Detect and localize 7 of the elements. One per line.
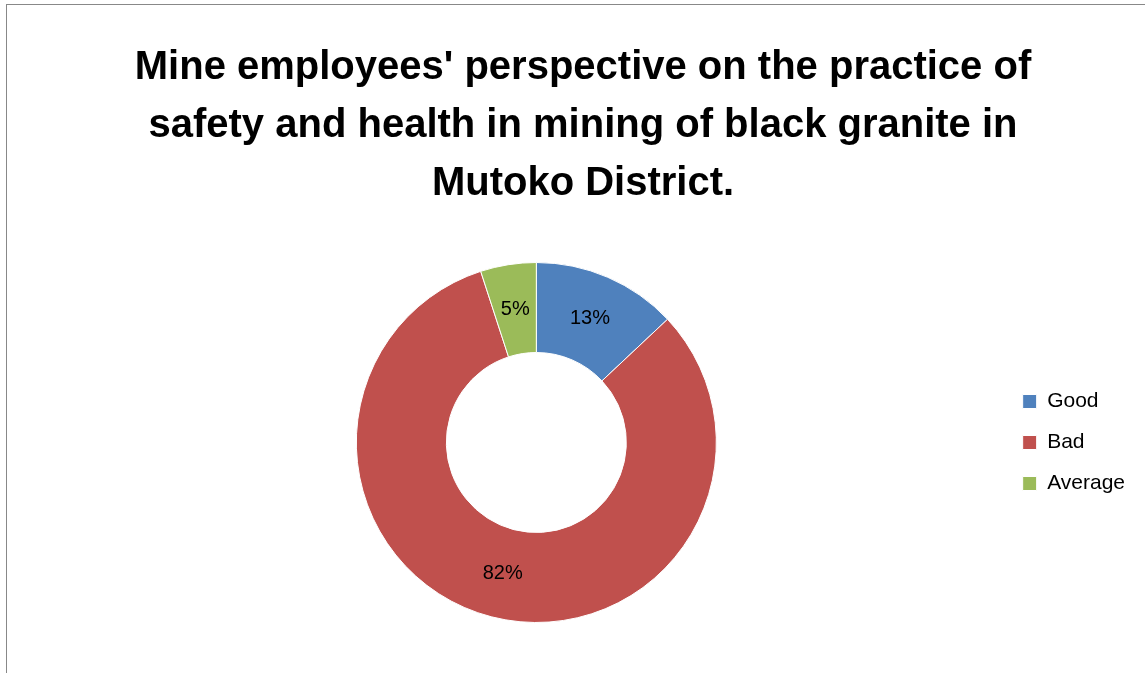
legend-label: Bad: [1047, 429, 1085, 453]
data-label: 13%: [569, 306, 611, 329]
data-label: 5%: [500, 296, 530, 319]
legend-label: Good: [1047, 388, 1099, 412]
data-label: 82%: [482, 560, 523, 583]
legend-label: Average: [1047, 470, 1126, 494]
chart-title: Mine employees' perspective on the practice of safety and health in mining of black granite in Mutoko District.: [133, 42, 1033, 205]
